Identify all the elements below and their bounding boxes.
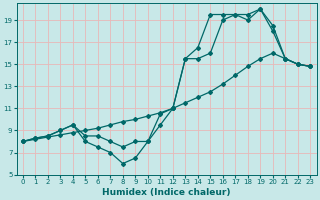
X-axis label: Humidex (Indice chaleur): Humidex (Indice chaleur) bbox=[102, 188, 231, 197]
